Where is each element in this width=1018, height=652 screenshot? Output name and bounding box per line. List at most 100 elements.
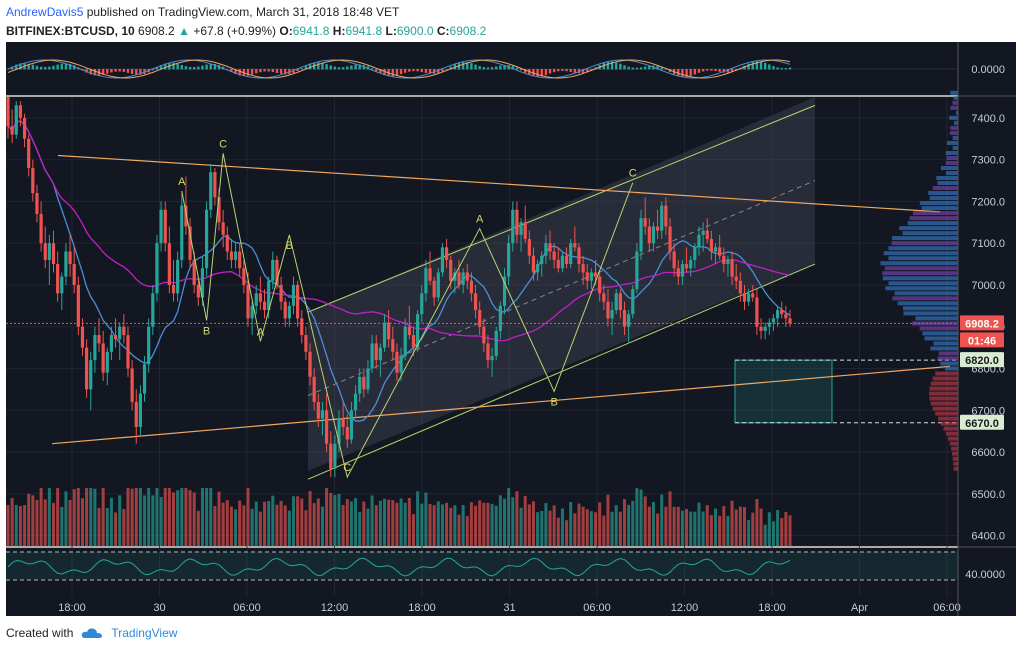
macd-bar xyxy=(557,69,560,72)
macd-bar xyxy=(466,62,469,70)
macd-bar xyxy=(499,65,502,70)
volume-bar xyxy=(742,507,746,546)
volume-bar xyxy=(457,514,461,546)
volume-bar xyxy=(345,499,349,546)
x-tick-label: 30 xyxy=(153,602,165,614)
macd-bar xyxy=(89,69,92,75)
candle-body xyxy=(502,276,507,306)
volume-bar xyxy=(424,492,428,546)
author-link[interactable]: AndrewDavis5 xyxy=(6,5,84,19)
macd-bar xyxy=(201,65,204,70)
macd-bar xyxy=(416,69,419,72)
candle-body xyxy=(238,251,242,269)
wave-label: B xyxy=(203,325,210,337)
tradingview-link[interactable]: TradingView xyxy=(111,626,178,640)
candle-body xyxy=(569,243,573,265)
volume-bar xyxy=(594,512,598,546)
candle-body xyxy=(180,205,184,260)
candle-body xyxy=(660,205,664,231)
volume-bar xyxy=(540,510,544,546)
candle-body xyxy=(159,209,163,244)
volume-bar xyxy=(217,491,221,546)
symbol-label[interactable]: BITFINEX:BTCUSD, 10 xyxy=(6,24,135,38)
volume-bar xyxy=(225,500,229,546)
macd-bar xyxy=(304,65,308,70)
macd-bar xyxy=(308,63,312,70)
candle-body xyxy=(391,339,395,352)
volume-profile xyxy=(880,90,958,471)
rsi-line xyxy=(7,557,791,577)
candle-body xyxy=(564,255,569,265)
macd-bar xyxy=(701,69,705,72)
volume-bar xyxy=(622,499,626,546)
volume-bar xyxy=(134,488,138,546)
candle-body xyxy=(411,335,416,348)
volume-bar xyxy=(664,506,668,546)
candle-body xyxy=(163,209,167,244)
macd-bar xyxy=(375,69,378,72)
candle-body xyxy=(109,335,114,352)
open-value: 6941.8 xyxy=(292,24,330,38)
volume-bar xyxy=(126,488,130,546)
macd-bar xyxy=(271,69,275,73)
ma-slow-line xyxy=(7,120,791,342)
volume-profile-bar xyxy=(882,271,958,276)
volume-profile-bar xyxy=(932,376,958,381)
candle-body xyxy=(374,343,378,361)
high-value: 6941.8 xyxy=(345,24,383,38)
volume-profile-bar xyxy=(921,206,958,211)
volume-profile-bar xyxy=(950,125,958,130)
volume-profile-bar xyxy=(932,186,958,191)
volume-bar xyxy=(614,505,618,546)
volume-bar xyxy=(647,506,651,546)
macd-bar xyxy=(428,69,432,74)
candle-body xyxy=(627,314,631,327)
macd-bar xyxy=(379,69,382,74)
channel-shade xyxy=(308,97,815,471)
price-chart[interactable]: 7400.07300.07200.07100.07000.06900.06800… xyxy=(0,40,1018,616)
price-badge-bg xyxy=(960,352,1004,368)
candle-body xyxy=(138,393,143,427)
volume-profile-bar xyxy=(930,381,958,386)
macd-bar xyxy=(565,69,568,72)
candle-body xyxy=(498,305,502,331)
volume-profile-bar xyxy=(943,426,958,431)
candle-body xyxy=(432,280,436,298)
volume-profile-bar xyxy=(915,316,958,321)
wave-label: C xyxy=(219,138,227,150)
candle-body xyxy=(676,268,680,277)
candle-body xyxy=(291,284,296,306)
volume-bar xyxy=(515,491,519,546)
candle-body xyxy=(738,280,742,294)
volume-bar xyxy=(416,491,420,546)
volume-bar xyxy=(325,488,329,546)
macd-bar xyxy=(106,69,109,74)
volume-bar xyxy=(6,505,10,546)
volume-bar xyxy=(147,488,151,546)
candle-body xyxy=(209,172,213,210)
volume-bar xyxy=(751,512,755,546)
volume-profile-bar xyxy=(949,130,958,135)
macd-bar xyxy=(523,69,527,73)
volume-bar xyxy=(631,500,635,546)
volume-profile-bar xyxy=(952,456,958,461)
macd-bar xyxy=(325,64,328,70)
candle-body xyxy=(287,305,291,319)
volume-bar xyxy=(188,490,192,546)
candle-body xyxy=(142,364,147,394)
macd-bar xyxy=(399,69,403,75)
macd-bar xyxy=(408,69,411,72)
volume-bar xyxy=(56,488,60,546)
candle-body xyxy=(22,117,27,139)
volume-profile-bar xyxy=(946,171,958,176)
candle-body xyxy=(440,247,445,273)
candle-body xyxy=(320,410,325,419)
volume-bar xyxy=(275,504,279,546)
volume-bar xyxy=(192,492,196,546)
volume-bar xyxy=(693,511,697,546)
volume-bar xyxy=(474,505,478,546)
candle-body xyxy=(428,268,432,281)
volume-bar xyxy=(672,506,676,546)
volume-bar xyxy=(527,504,531,546)
macd-bar xyxy=(317,62,320,70)
